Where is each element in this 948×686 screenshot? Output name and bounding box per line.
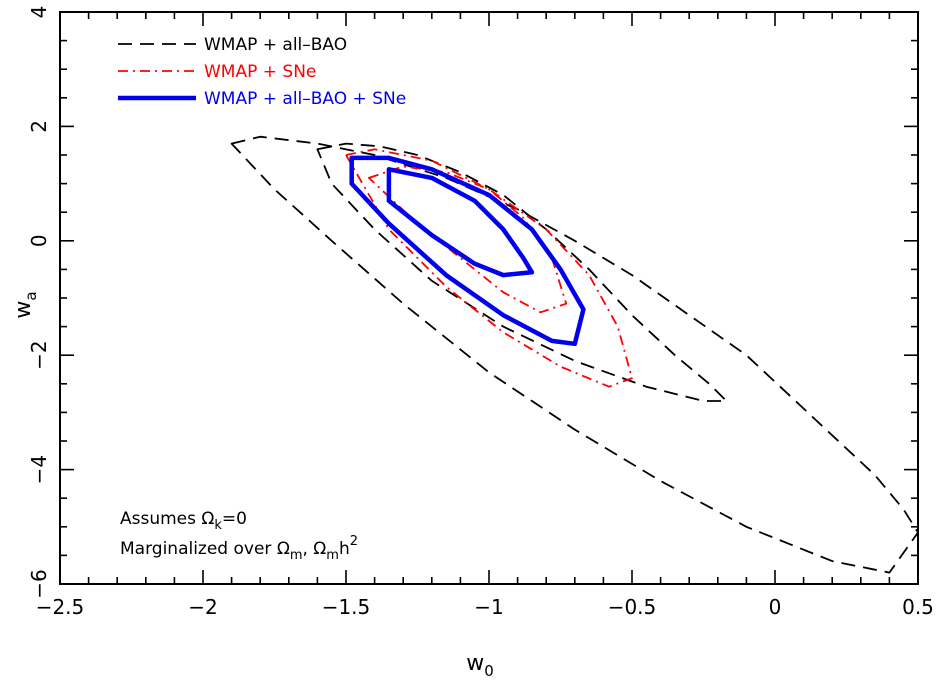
x-axis-label-main: w <box>466 651 484 676</box>
y-tick-labels: −6 −4 −2 0 2 4 <box>27 6 51 599</box>
x-tick-label: 0 <box>769 595 782 619</box>
y-tick-label: 0 <box>27 234 51 247</box>
legend-label: WMAP + all–BAO <box>204 35 347 55</box>
x-tick-labels: −2.5 −2 −1.5 −1 −0.5 0 0.5 <box>36 595 934 619</box>
y-tick-label: −6 <box>27 569 51 598</box>
contour-layer <box>230 135 919 574</box>
legend: WMAP + all–BAO WMAP + SNe WMAP + all–BAO +… <box>118 35 406 109</box>
y-tick-label: 4 <box>27 6 51 19</box>
contour-dashdot-95pct <box>345 148 633 388</box>
annotation-text: Assumes Ωk=0 <box>120 509 247 533</box>
annotation-segment: Assumes Ω <box>120 509 214 529</box>
y-axis-label-main: w <box>11 301 36 319</box>
annotation-segment: h <box>339 539 350 559</box>
annotation-segment: , Ω <box>302 539 326 559</box>
annotation-segment: m <box>326 548 339 563</box>
annotation-segment: m <box>290 548 303 563</box>
x-tick-label: −2 <box>188 595 217 619</box>
annotation-segment: k <box>214 518 222 533</box>
contour-dashed-68pct <box>316 142 728 402</box>
annotation-segment: 2 <box>350 534 358 549</box>
contour-solid-68pct <box>386 167 535 278</box>
x-tick-label: 0.5 <box>902 595 934 619</box>
x-tick-label: −0.5 <box>608 595 657 619</box>
x-tick-label: −2.5 <box>36 595 85 619</box>
y-tick-label: −4 <box>27 455 51 484</box>
axis-ticks <box>59 11 919 585</box>
annotation-text: Marginalized over Ωm, Ωmh2 <box>120 534 358 563</box>
contour-dashed-95pct <box>230 135 919 574</box>
y-tick-label: −2 <box>27 340 51 369</box>
y-axis-label: wa <box>11 291 40 318</box>
contour-solid-95pct <box>349 155 586 347</box>
annotation-segment: =0 <box>222 509 247 529</box>
x-tick-label: −1.5 <box>322 595 371 619</box>
annotation-segment: Marginalized over Ω <box>120 539 290 559</box>
y-tick-label: 2 <box>27 120 51 133</box>
x-axis-label-sub: 0 <box>484 662 494 680</box>
y-axis-label-sub: a <box>22 291 40 300</box>
x-tick-label: −1 <box>474 595 503 619</box>
legend-label: WMAP + SNe <box>204 62 316 82</box>
legend-label: WMAP + all–BAO + SNe <box>204 89 406 109</box>
x-axis-label: w0 <box>466 651 494 680</box>
